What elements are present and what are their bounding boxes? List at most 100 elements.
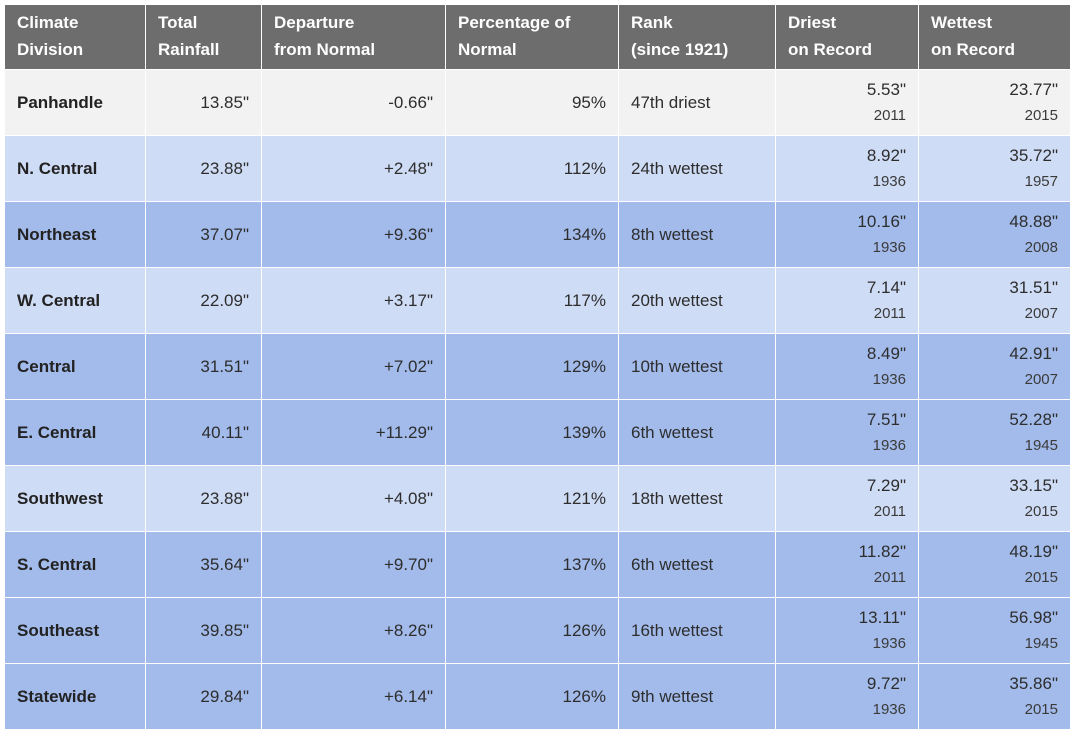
percentage-of-normal: 134% (445, 201, 619, 268)
wettest-value: 42.91" (1009, 343, 1058, 363)
driest-on-record: 5.53" 2011 (775, 69, 919, 136)
departure-from-normal: +6.14" (261, 663, 446, 730)
percentage-of-normal: 137% (445, 531, 619, 598)
wettest-on-record: 35.72" 1957 (918, 135, 1071, 202)
division-name: Northeast (4, 201, 146, 268)
driest-on-record: 8.49" 1936 (775, 333, 919, 400)
wettest-value: 48.19" (1009, 541, 1058, 561)
percentage-of-normal: 112% (445, 135, 619, 202)
driest-value: 13.11" (858, 607, 906, 627)
table-row: N. Central 23.88" +2.48" 112% 24th wette… (4, 135, 1071, 202)
wettest-value: 31.51" (1009, 277, 1058, 297)
rank: 24th wettest (618, 135, 776, 202)
division-name: N. Central (4, 135, 146, 202)
division-name: Central (4, 333, 146, 400)
wettest-year: 1945 (1024, 634, 1058, 652)
division-name: E. Central (4, 399, 146, 466)
table-row: Central 31.51" +7.02" 129% 10th wettest … (4, 333, 1071, 400)
driest-value: 5.53" (866, 79, 906, 99)
rank: 6th wettest (618, 531, 776, 598)
rank: 16th wettest (618, 597, 776, 664)
wettest-year: 2008 (1024, 238, 1058, 256)
percentage-of-normal: 95% (445, 69, 619, 136)
driest-on-record: 11.82" 2011 (775, 531, 919, 598)
driest-year: 1936 (872, 436, 906, 454)
total-rainfall: 29.84" (145, 663, 262, 730)
total-rainfall: 23.88" (145, 135, 262, 202)
wettest-on-record: 52.28" 1945 (918, 399, 1071, 466)
total-rainfall: 22.09" (145, 267, 262, 334)
header-climate-division: Climate Division (4, 4, 146, 70)
wettest-value: 33.15" (1009, 475, 1058, 495)
wettest-on-record: 23.77" 2015 (918, 69, 1071, 136)
departure-from-normal: -0.66" (261, 69, 446, 136)
departure-from-normal: +7.02" (261, 333, 446, 400)
percentage-of-normal: 139% (445, 399, 619, 466)
rank: 8th wettest (618, 201, 776, 268)
rank: 10th wettest (618, 333, 776, 400)
rank: 9th wettest (618, 663, 776, 730)
wettest-value: 23.77" (1009, 79, 1058, 99)
division-name: Southeast (4, 597, 146, 664)
departure-from-normal: +11.29" (261, 399, 446, 466)
wettest-year: 2015 (1024, 568, 1058, 586)
driest-value: 10.16" (857, 211, 906, 231)
driest-year: 1936 (872, 172, 906, 190)
wettest-value: 35.86" (1009, 673, 1058, 693)
header-total-rainfall: Total Rainfall (145, 4, 262, 70)
table-row: S. Central 35.64" +9.70" 137% 6th wettes… (4, 531, 1071, 598)
percentage-of-normal: 129% (445, 333, 619, 400)
driest-year: 2011 (873, 502, 906, 520)
wettest-year: 2015 (1024, 502, 1058, 520)
departure-from-normal: +2.48" (261, 135, 446, 202)
driest-year: 2011 (873, 106, 906, 124)
division-name: Panhandle (4, 69, 146, 136)
departure-from-normal: +4.08" (261, 465, 446, 532)
wettest-year: 2015 (1024, 106, 1058, 124)
total-rainfall: 23.88" (145, 465, 262, 532)
wettest-on-record: 48.88" 2008 (918, 201, 1071, 268)
wettest-value: 48.88" (1009, 211, 1058, 231)
table-row: Southeast 39.85" +8.26" 126% 16th wettes… (4, 597, 1071, 664)
table-row: Northeast 37.07" +9.36" 134% 8th wettest… (4, 201, 1071, 268)
header-departure-from-normal: Departure from Normal (261, 4, 446, 70)
header-rank: Rank (since 1921) (618, 4, 776, 70)
driest-year: 1936 (872, 370, 906, 388)
percentage-of-normal: 121% (445, 465, 619, 532)
driest-on-record: 7.51" 1936 (775, 399, 919, 466)
wettest-on-record: 48.19" 2015 (918, 531, 1071, 598)
driest-value: 7.14" (866, 277, 906, 297)
driest-value: 8.92" (866, 145, 906, 165)
rank: 6th wettest (618, 399, 776, 466)
wettest-year: 2015 (1024, 700, 1058, 718)
driest-on-record: 7.14" 2011 (775, 267, 919, 334)
driest-on-record: 7.29" 2011 (775, 465, 919, 532)
driest-on-record: 13.11" 1936 (775, 597, 919, 664)
table-row: E. Central 40.11" +11.29" 139% 6th wette… (4, 399, 1071, 466)
header-percentage-of-normal: Percentage of Normal (445, 4, 619, 70)
table-row: Southwest 23.88" +4.08" 121% 18th wettes… (4, 465, 1071, 532)
wettest-year: 1945 (1024, 436, 1058, 454)
driest-year: 1936 (872, 700, 906, 718)
total-rainfall: 31.51" (145, 333, 262, 400)
percentage-of-normal: 117% (445, 267, 619, 334)
division-name: W. Central (4, 267, 146, 334)
rank: 47th driest (618, 69, 776, 136)
division-name: Southwest (4, 465, 146, 532)
total-rainfall: 40.11" (145, 399, 262, 466)
driest-year: 2011 (873, 568, 906, 586)
table-row: W. Central 22.09" +3.17" 117% 20th wette… (4, 267, 1071, 334)
division-name: Statewide (4, 663, 146, 730)
rank: 20th wettest (618, 267, 776, 334)
departure-from-normal: +3.17" (261, 267, 446, 334)
departure-from-normal: +9.36" (261, 201, 446, 268)
wettest-on-record: 31.51" 2007 (918, 267, 1071, 334)
wettest-on-record: 35.86" 2015 (918, 663, 1071, 730)
header-driest-on-record: Driest on Record (775, 4, 919, 70)
departure-from-normal: +8.26" (261, 597, 446, 664)
climate-division-rainfall-table: Climate Division Total Rainfall Departure f… (4, 4, 1071, 730)
driest-value: 7.29" (866, 475, 906, 495)
driest-value: 9.72" (866, 673, 906, 693)
percentage-of-normal: 126% (445, 597, 619, 664)
driest-year: 1936 (872, 634, 906, 652)
